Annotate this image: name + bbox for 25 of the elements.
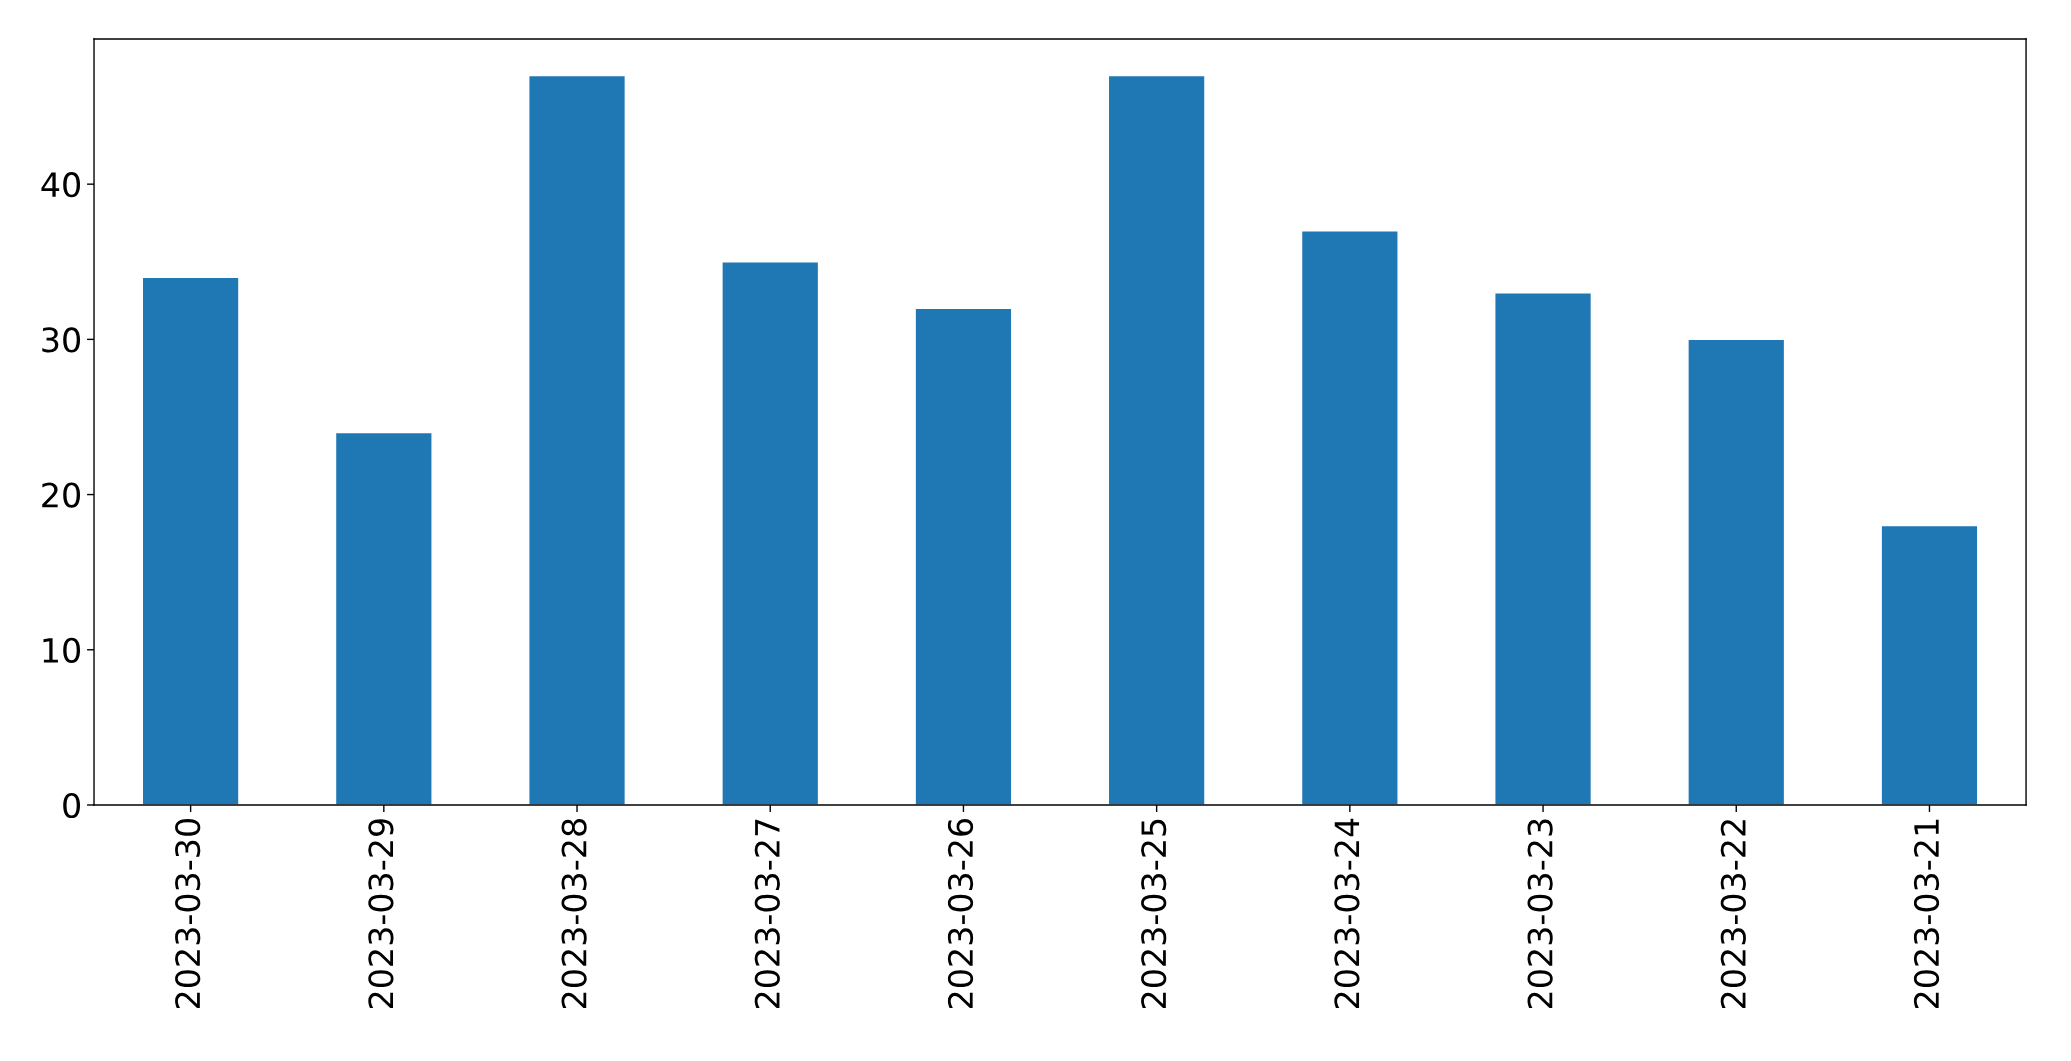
bar	[141, 276, 240, 805]
bar	[914, 307, 1013, 805]
x-tick-label: 2023-03-23	[1527, 819, 1553, 1009]
x-tick-label: 2023-03-25	[1141, 819, 1167, 1009]
x-tick-label: 2023-03-30	[175, 819, 201, 1009]
x-tick-label: 2023-03-24	[1334, 818, 1360, 1009]
y-tick-label: 10	[43, 637, 80, 663]
y-tick-label: 0	[63, 792, 80, 819]
x-tick-label: 2023-03-22	[1720, 820, 1746, 1009]
x-tick-label: 2023-03-27	[754, 819, 780, 1009]
bar	[1687, 338, 1786, 805]
bar	[1880, 524, 1979, 805]
bar	[1300, 230, 1399, 805]
x-tick-label: 2023-03-29	[368, 819, 394, 1009]
y-tick-label: 20	[42, 482, 80, 508]
bar	[1494, 292, 1593, 805]
x-tick-label: 2023-03-28	[561, 819, 587, 1009]
y-tick-label: 40	[41, 172, 80, 198]
bar	[721, 261, 820, 805]
bar	[1107, 74, 1206, 805]
x-tick-label: 2023-03-26	[947, 818, 974, 1009]
bar	[334, 431, 433, 805]
bar	[528, 74, 627, 805]
x-tick-label: 2023-03-21	[1913, 819, 1940, 1009]
y-tick-label: 30	[42, 327, 80, 353]
